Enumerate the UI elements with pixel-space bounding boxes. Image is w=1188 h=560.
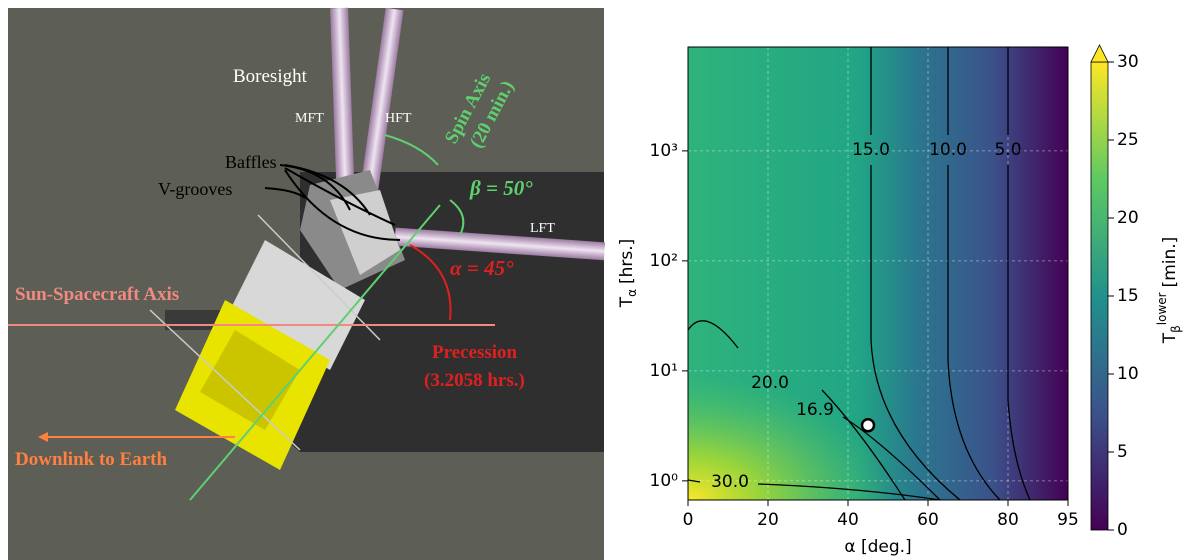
colorbar-label-part: lower: [1155, 292, 1169, 325]
contour: [842, 416, 941, 500]
operating-point: [860, 417, 876, 433]
arrowhead: [38, 432, 48, 442]
label: Precession: [432, 342, 518, 363]
pointer-arrows: [264, 164, 401, 241]
x-tick-label: 95: [1057, 510, 1079, 530]
x-tick-label: 80: [997, 510, 1019, 530]
colorbar-tick-label: 10: [1117, 364, 1139, 384]
colorbar-tick-label: 20: [1117, 208, 1139, 228]
alpha-arc: [409, 244, 452, 321]
y-tick-label: 10¹: [650, 361, 678, 381]
edge: [149, 309, 301, 451]
baffles: [330, 190, 400, 275]
contour: [947, 47, 1001, 500]
colorbar-tick-label: 30: [1117, 52, 1139, 72]
y-tick-label: 10²: [650, 251, 678, 271]
colorbar-tick-label: 5: [1117, 442, 1128, 462]
label: Sun-Spacecraft Axis: [15, 284, 179, 305]
label: α = 45°: [450, 256, 514, 280]
label: HFT: [385, 111, 412, 126]
label: (3.2058 hrs.): [424, 370, 525, 391]
illustration: Boresight MFT HFT Spin Axis (20 min.) β …: [8, 7, 606, 560]
colorbar-extension: [1090, 44, 1109, 63]
x-tick-label: 20: [757, 510, 779, 530]
contour: [1007, 47, 1031, 500]
x-tick-label: 0: [683, 510, 694, 530]
contour: [688, 320, 906, 500]
y-axis-label-part: α: [625, 289, 639, 297]
solar-panel: [200, 330, 300, 430]
contour-label: 16.9: [796, 400, 834, 420]
label: V-grooves: [158, 179, 232, 199]
beta-arc: [384, 134, 439, 166]
x-axis-label: α [deg.]: [844, 537, 911, 557]
colorbar-tick-label: 15: [1117, 286, 1139, 306]
edge: [257, 214, 381, 341]
colorbar-label: Tβlower [min.]: [1155, 237, 1183, 345]
spin-axis-line: [189, 204, 441, 501]
y-axis-label: Tα [hrs.]: [617, 239, 639, 309]
label: β = 50°: [469, 176, 533, 200]
contour-label: 10.0: [929, 140, 967, 160]
colorbar-tick-label: 0: [1117, 520, 1128, 540]
y-tick-label: 10³: [650, 141, 678, 161]
y-tick-label: 10⁰: [650, 471, 679, 491]
contour-label: 5.0: [994, 140, 1021, 160]
heatmap-field: [688, 47, 1068, 500]
colorbar-tick-label: 25: [1117, 130, 1139, 150]
colorbar-label-part: [min.]: [1160, 237, 1180, 288]
colorbar-label-part: T: [1160, 332, 1180, 344]
sunshield: [230, 240, 365, 370]
colorbar: [1090, 61, 1109, 531]
plot-frame: [687, 46, 1069, 501]
label: Downlink to Earth: [15, 449, 167, 470]
beta-arc: [449, 199, 465, 236]
label: Baffles: [225, 152, 277, 172]
contour: [688, 479, 941, 500]
chart: 15.0 10.0 5.0 20.0 16.9 30.0 α [deg.] Tα [hrs.…: [617, 44, 1183, 557]
label: LFT: [530, 221, 555, 236]
beam-lft: [394, 227, 606, 261]
contour-label: 15.0: [852, 140, 890, 160]
y-axis-label-part: [hrs.]: [617, 239, 637, 284]
contour: [870, 47, 961, 500]
contour-label: 20.0: [751, 373, 789, 393]
x-tick-label: 60: [917, 510, 939, 530]
label: Boresight: [233, 66, 308, 87]
y-axis-label-part: T: [617, 296, 637, 308]
contour-label: 30.0: [711, 472, 749, 492]
colorbar-label-part: β: [1169, 325, 1183, 333]
x-tick-label: 40: [837, 510, 859, 530]
contours: [688, 47, 1031, 500]
label: MFT: [295, 111, 324, 126]
